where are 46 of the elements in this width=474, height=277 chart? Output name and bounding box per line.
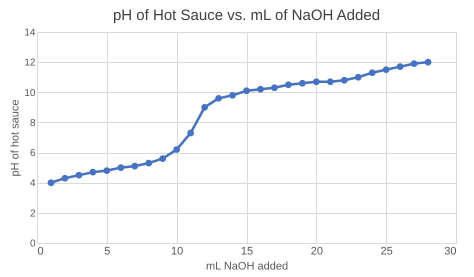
- x-tick-label: 0: [38, 246, 44, 258]
- x-tick-label: 10: [171, 246, 184, 258]
- y-tick-label: 12: [24, 58, 36, 69]
- y-tick-label: 2: [30, 208, 36, 220]
- point: [159, 155, 166, 162]
- point: [48, 179, 54, 186]
- point: [229, 92, 236, 99]
- x-axis-title: mL NaOH added: [206, 260, 288, 272]
- point: [410, 60, 418, 67]
- point: [90, 168, 96, 176]
- x-tick-label: 5: [104, 246, 110, 258]
- y-tick-label: 14: [24, 28, 36, 38]
- point: [76, 172, 82, 179]
- x-tick-label: 20: [310, 246, 323, 258]
- point: [201, 104, 208, 111]
- point: [424, 58, 432, 66]
- x-tick-label: 25: [380, 246, 393, 258]
- chart-title: pH of Hot Sauce vs. mL of NaOH Added: [112, 7, 380, 24]
- point: [187, 130, 194, 136]
- point: [340, 76, 348, 84]
- point: [257, 86, 264, 93]
- x-tick-label: 15: [240, 246, 254, 258]
- y-tick-label: 6: [30, 148, 36, 160]
- point: [312, 78, 320, 86]
- y-tick-label: 4: [30, 178, 36, 190]
- x-tick-label: 30: [444, 246, 456, 258]
- point: [62, 174, 68, 182]
- point: [243, 87, 250, 94]
- point: [215, 94, 222, 102]
- point: [382, 66, 390, 74]
- point: [285, 81, 292, 88]
- point: [117, 164, 124, 171]
- y-tick-label: 0: [30, 238, 36, 250]
- point: [145, 160, 152, 166]
- point: [396, 63, 404, 70]
- y-tick-label: 8: [30, 118, 36, 129]
- point: [368, 69, 376, 76]
- point: [326, 78, 334, 86]
- point: [131, 162, 138, 170]
- point: [299, 80, 306, 87]
- point: [173, 146, 180, 153]
- point: [103, 167, 110, 174]
- point: [354, 74, 362, 81]
- y-axis-title: pH of hot sauce: [9, 99, 22, 177]
- point: [271, 84, 278, 92]
- y-tick-label: 10: [24, 88, 36, 99]
